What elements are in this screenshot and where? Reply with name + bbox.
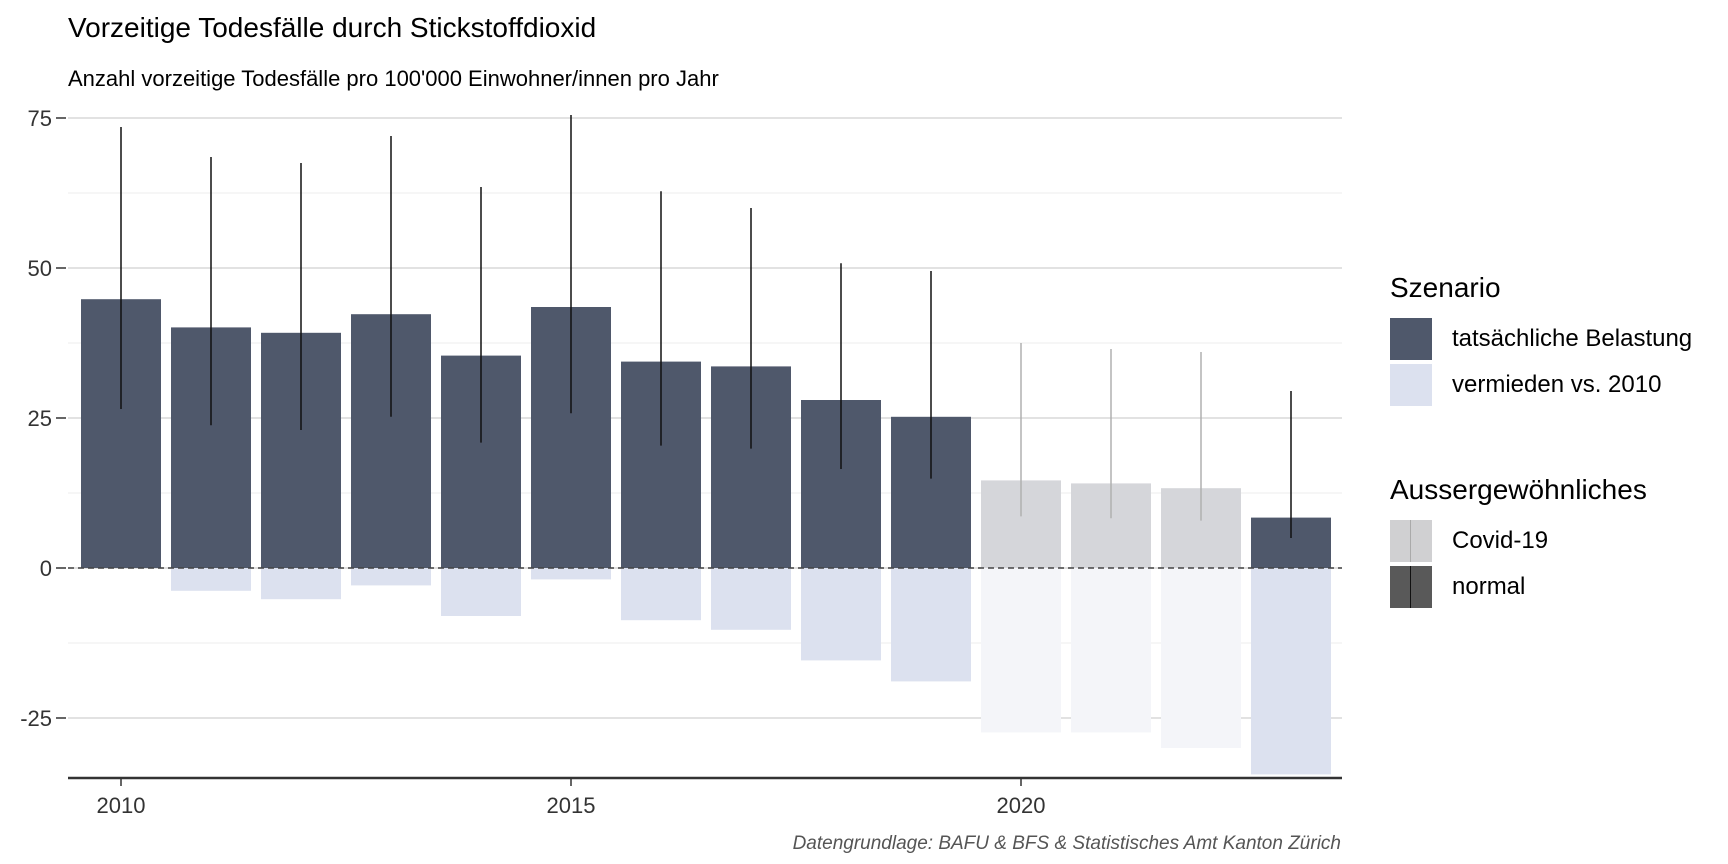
legend-label-avoided: vermieden vs. 2010 [1452,371,1662,398]
bar-avoided [981,568,1061,733]
bar-avoided [1071,568,1151,733]
legend-key-normal-line [1410,566,1411,608]
legend-label-normal: normal [1452,573,1526,600]
chart-title: Vorzeitige Todesfälle durch Stickstoffdi… [68,12,597,43]
legend-label-actual: tatsächliche Belastung [1452,325,1693,352]
legend-label-covid: Covid-19 [1452,527,1549,554]
bar-avoided [531,568,611,580]
legend-szenario-title: Szenario [1390,272,1501,303]
bar-avoided [621,568,701,621]
x-tick-label: 2010 [97,793,146,818]
bar-avoided [171,568,251,591]
bar-avoided [801,568,881,661]
legend-item-covid: Covid-19 [1390,518,1647,564]
y-tick-label: 0 [40,556,52,581]
source-caption: Datengrundlage: BAFU & BFS & Statistisch… [792,833,1341,854]
legend-aussergewoehnliches: Aussergewöhnliches Covid-19 normal [1390,474,1647,610]
bar-avoided [261,568,341,600]
legend-key-actual [1390,318,1432,360]
bar-avoided [1251,568,1331,775]
legend-key-covid-line [1410,520,1411,562]
legend-item-actual: tatsächliche Belastung [1390,316,1692,362]
legend-key-avoided [1390,364,1432,406]
legend-key-covid [1390,520,1432,562]
x-tick-label: 2015 [547,793,596,818]
bar-avoided [351,568,431,586]
legend-szenario: Szenario tatsächliche Belastung vermiede… [1390,272,1692,408]
y-tick-label: 75 [28,106,52,131]
bars [81,299,1331,775]
legend-key-normal [1390,566,1432,608]
y-tick-label: 25 [28,406,52,431]
chart-subtitle: Anzahl vorzeitige Todesfälle pro 100'000… [68,66,719,91]
axes: -25 0 25 50 75 2010 2015 2020 [20,106,1342,818]
bar-avoided [891,568,971,682]
y-tick-label: -25 [20,706,52,731]
y-tick-label: 50 [28,256,52,281]
legend-item-avoided: vermieden vs. 2010 [1390,362,1692,408]
x-tick-label: 2020 [997,793,1046,818]
bar-avoided [1161,568,1241,748]
legend-ausser-title: Aussergewöhnliches [1390,474,1647,505]
bar-avoided [711,568,791,630]
bar-avoided [441,568,521,616]
legend-item-normal: normal [1390,564,1647,610]
error-bars [120,115,1292,538]
